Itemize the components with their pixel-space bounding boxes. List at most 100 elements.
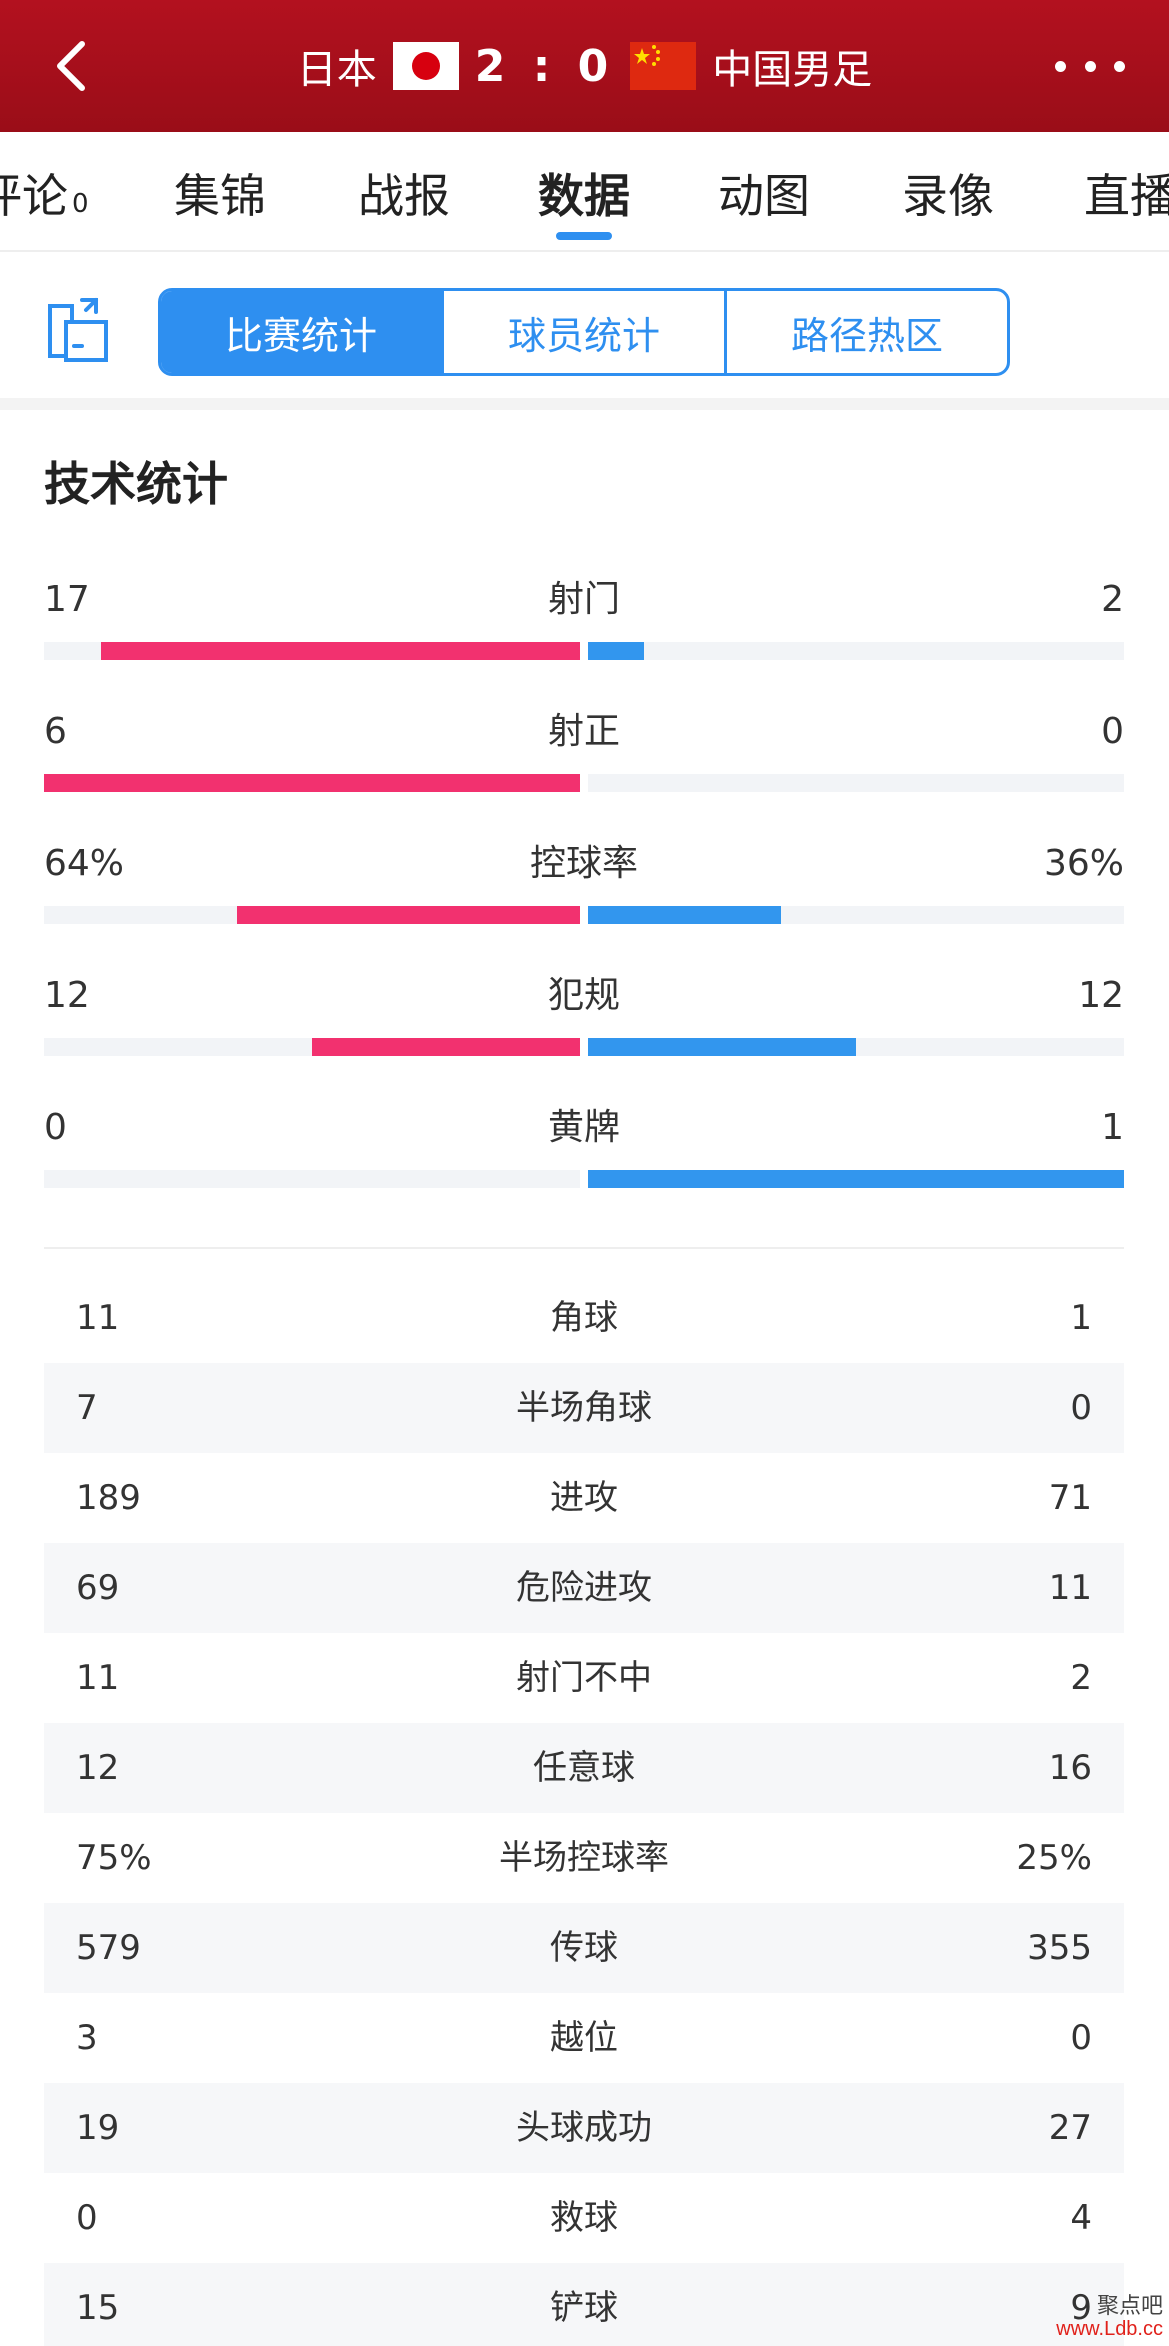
tab-data[interactable]: 数据 xyxy=(538,169,630,223)
home-bar-fill xyxy=(312,1038,580,1056)
more-options-button[interactable] xyxy=(1055,46,1125,86)
table-row: 11 角球 1 xyxy=(44,1273,1124,1363)
stat-label: 铲球 xyxy=(550,2288,618,2328)
home-bar-track xyxy=(44,906,580,924)
more-dot-icon xyxy=(1084,60,1096,72)
stat-label: 半场控球率 xyxy=(499,1838,669,1878)
segment-match-stats[interactable]: 比赛统计 xyxy=(161,291,441,373)
table-row: 0 救球 4 xyxy=(44,2173,1124,2263)
away-team-name: 中国男足 xyxy=(712,47,873,93)
away-value: 9 xyxy=(1070,2288,1092,2328)
watermark-url: www.Ldb.cc xyxy=(1056,2318,1163,2340)
tab-gifs[interactable]: 动图 xyxy=(718,169,810,223)
table-row: 579 传球 355 xyxy=(44,1903,1124,1993)
watermark-name: 聚点吧 xyxy=(1096,2294,1163,2319)
away-value: 25% xyxy=(1016,1838,1092,1878)
away-bar-fill xyxy=(588,642,645,660)
table-row: 12 任意球 16 xyxy=(44,1723,1124,1813)
away-bar-track xyxy=(588,1038,1124,1056)
section-divider xyxy=(44,1247,1124,1249)
stat-label: 半场角球 xyxy=(516,1388,652,1428)
match-header: 日本 2 : 0 中国男足 xyxy=(0,0,1169,132)
more-dot-icon xyxy=(1114,60,1125,72)
tab-live[interactable]: 直播 xyxy=(1084,169,1169,223)
away-bar-fill xyxy=(588,1170,1124,1188)
tab-bar: 评论0 集锦 战报 数据 动图 录像 直播 xyxy=(0,132,1169,252)
home-bar-fill xyxy=(100,642,580,660)
away-value: 0 xyxy=(1070,2018,1092,2058)
home-value: 3 xyxy=(76,2018,98,2058)
tab-highlights[interactable]: 集锦 xyxy=(174,169,266,223)
stat-label: 黄牌 xyxy=(547,1107,620,1148)
away-bar-track xyxy=(588,1170,1124,1188)
stat-label: 射正 xyxy=(547,711,620,752)
tab-comments[interactable]: 评论0 xyxy=(0,160,89,226)
home-value: 12 xyxy=(76,1748,120,1788)
stat-label: 传球 xyxy=(550,1928,618,1968)
stat-label: 任意球 xyxy=(533,1748,635,1788)
stat-label: 越位 xyxy=(550,2018,618,2058)
away-value: 0 xyxy=(1070,1388,1092,1428)
home-value: 0 xyxy=(44,1107,67,1148)
home-value: 12 xyxy=(44,975,90,1016)
away-value: 11 xyxy=(1048,1568,1092,1608)
away-bar-track xyxy=(588,774,1124,792)
stat-label: 角球 xyxy=(550,1298,618,1338)
home-value: 19 xyxy=(76,2108,120,2148)
away-value: 1 xyxy=(1070,1298,1092,1338)
home-bar-track xyxy=(44,1170,580,1188)
away-value: 2 xyxy=(1070,1658,1092,1698)
stat-label: 射门 xyxy=(547,579,620,620)
stat-label: 进攻 xyxy=(550,1478,618,1518)
section-title: 技术统计 xyxy=(44,457,228,511)
tab-comments-label: 评论 xyxy=(0,169,68,223)
stats-mode-area: 比赛统计 球员统计 路径热区 xyxy=(0,252,1169,398)
stats-table: 11 角球 1 7 半场角球 0 189 进攻 71 69 危险进攻 11 11… xyxy=(44,1273,1124,2346)
switch-view-icon[interactable] xyxy=(44,296,114,366)
home-team-name: 日本 xyxy=(296,47,377,93)
away-value: 4 xyxy=(1070,2198,1092,2238)
tab-report[interactable]: 战报 xyxy=(358,169,450,223)
tab-replay[interactable]: 录像 xyxy=(902,169,994,223)
segment-player-stats[interactable]: 球员统计 xyxy=(441,291,724,373)
home-value: 0 xyxy=(76,2198,98,2238)
japan-flag-icon xyxy=(392,42,459,90)
away-bar-fill xyxy=(588,906,781,924)
table-row: 75% 半场控球率 25% xyxy=(44,1813,1124,1903)
stat-label: 危险进攻 xyxy=(516,1568,652,1608)
home-bar-track xyxy=(44,1038,580,1056)
home-value: 189 xyxy=(76,1478,141,1518)
away-value: 12 xyxy=(1078,975,1124,1016)
away-value: 355 xyxy=(1027,1928,1092,1968)
home-value: 15 xyxy=(76,2288,120,2328)
table-row: 189 进攻 71 xyxy=(44,1453,1124,1543)
section-gap xyxy=(0,398,1169,410)
bar-stat-fouls: 12 犯规 12 xyxy=(44,974,1124,1064)
away-value: 0 xyxy=(1101,711,1124,752)
stat-label: 犯规 xyxy=(547,975,620,1016)
home-value: 6 xyxy=(44,711,67,752)
chevron-left-icon xyxy=(57,41,85,91)
away-value: 71 xyxy=(1048,1478,1092,1518)
watermark: 聚点吧 www.Ldb.cc xyxy=(1056,2294,1163,2341)
home-bar-fill xyxy=(236,906,580,924)
back-button[interactable] xyxy=(44,36,104,96)
stat-label: 控球率 xyxy=(529,843,638,884)
home-value: 11 xyxy=(76,1298,120,1338)
china-flag-icon xyxy=(630,42,697,90)
table-row: 19 头球成功 27 xyxy=(44,2083,1124,2173)
match-score: 2 : 0 xyxy=(474,40,615,92)
table-row: 7 半场角球 0 xyxy=(44,1363,1124,1453)
away-value: 1 xyxy=(1101,1107,1124,1148)
stat-label: 射门不中 xyxy=(516,1658,652,1698)
segment-heatmap[interactable]: 路径热区 xyxy=(724,291,1007,373)
away-value: 27 xyxy=(1048,2108,1092,2148)
bar-stat-shots: 17 射门 2 xyxy=(44,578,1124,668)
home-bar-track xyxy=(44,774,580,792)
home-value: 69 xyxy=(76,1568,120,1608)
stats-segment-control: 比赛统计 球员统计 路径热区 xyxy=(158,288,1010,376)
away-value: 16 xyxy=(1048,1748,1092,1788)
home-bar-fill xyxy=(44,774,580,792)
more-dot-icon xyxy=(1055,60,1066,72)
